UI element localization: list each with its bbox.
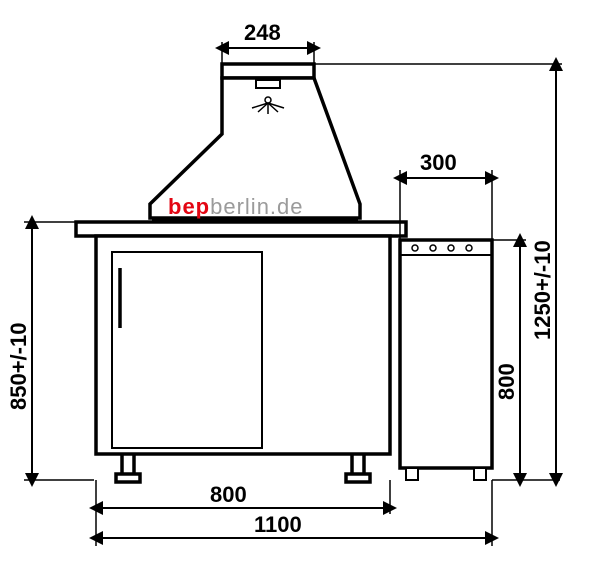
dim-248: 248 <box>222 20 314 64</box>
svg-text:1100: 1100 <box>254 512 302 537</box>
svg-text:1250+/-10: 1250+/-10 <box>530 240 555 340</box>
svg-text:800: 800 <box>210 482 247 507</box>
svg-text:800: 800 <box>494 363 519 400</box>
svg-text:248: 248 <box>244 20 281 45</box>
svg-text:300: 300 <box>420 150 457 175</box>
dim-850: 850+/-10 <box>6 222 94 480</box>
dim-800w: 800 <box>96 480 390 546</box>
dim-300: 300 <box>400 150 492 240</box>
brand-red: bepberlin.de <box>168 194 304 219</box>
svg-text:850+/-10: 850+/-10 <box>6 323 31 410</box>
dim-1100: 1100 <box>96 480 492 546</box>
